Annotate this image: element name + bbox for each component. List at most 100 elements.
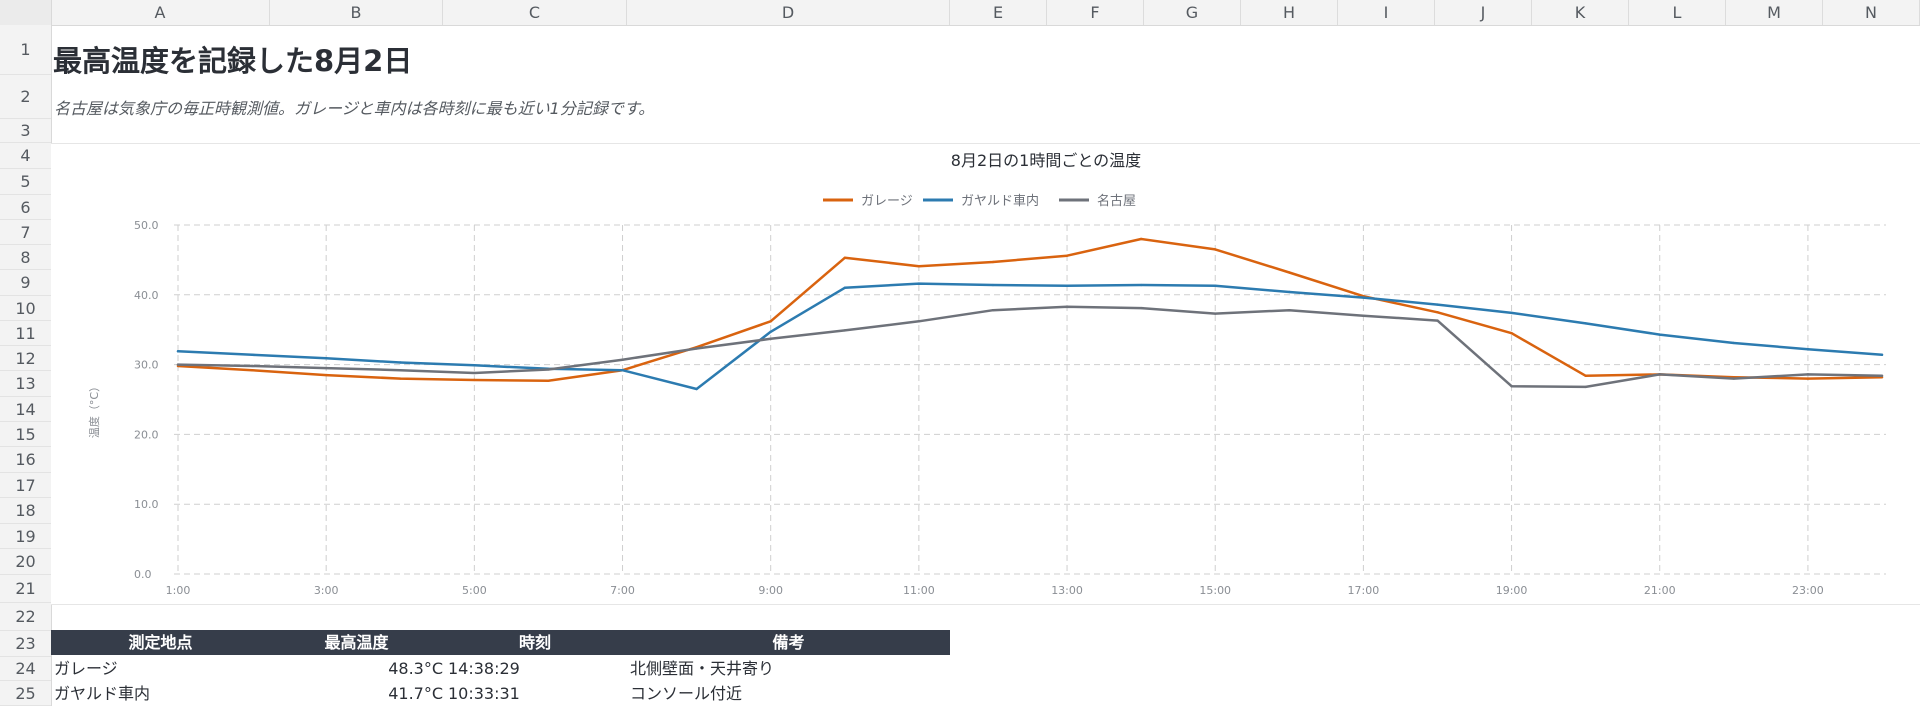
x-tick-label: 1:00 (166, 584, 191, 597)
column-header-bar: A B C D E F G H I J K L M N (0, 0, 1920, 26)
table-header-time[interactable]: 時刻 (518, 633, 551, 652)
y-tick-label: 30.0 (134, 359, 159, 372)
cell-max-temp[interactable]: 48.3°C (388, 659, 443, 678)
data-point (399, 377, 402, 380)
sheet-title[interactable]: 最高温度を記録した8月2日 (53, 44, 413, 78)
data-point (473, 364, 476, 367)
data-point (991, 260, 995, 264)
y-axis-label: 温度（°C） (87, 381, 101, 438)
column-header-f[interactable]: F (1047, 0, 1144, 25)
row-header-13[interactable]: 13 (0, 371, 51, 397)
y-tick-label: 50.0 (134, 219, 159, 232)
cell-max-temp[interactable]: 41.7°C (388, 684, 443, 703)
data-point (843, 256, 846, 260)
data-point (473, 378, 476, 382)
row-header-22[interactable]: 22 (0, 603, 51, 631)
column-header-g[interactable]: G (1144, 0, 1241, 25)
data-point (1214, 312, 1217, 315)
x-tick-label: 21:00 (1644, 584, 1676, 597)
row-header-15[interactable]: 15 (0, 422, 51, 447)
row-header-16[interactable]: 16 (0, 447, 51, 473)
table-header-location[interactable]: 測定地点 (128, 633, 193, 652)
column-header-j[interactable]: J (1435, 0, 1532, 25)
row-header-25[interactable]: 25 (0, 681, 51, 706)
cell-location[interactable]: ガレージ (54, 659, 118, 678)
row-header-7[interactable]: 7 (0, 220, 51, 245)
data-point (769, 330, 772, 333)
cell-time[interactable]: 14:38:29 (448, 659, 520, 678)
row-header-9[interactable]: 9 (0, 270, 51, 296)
row-header-17[interactable]: 17 (0, 473, 51, 498)
column-header-n[interactable]: N (1823, 0, 1920, 25)
data-point (399, 361, 402, 364)
row-header-5[interactable]: 5 (0, 169, 51, 195)
chart-container[interactable]: 8月2日の1時間ごとの温度 ガレージ ガヤルド車内 名古屋 0.0 10.0 20.0 30.… (51, 143, 1920, 605)
row-header-24[interactable]: 24 (0, 657, 51, 681)
row-header-14[interactable]: 14 (0, 397, 51, 422)
data-point (1732, 377, 1736, 380)
column-header-h[interactable]: H (1241, 0, 1338, 25)
column-header-c[interactable]: C (443, 0, 627, 25)
data-point (1362, 314, 1365, 317)
data-point (250, 368, 254, 372)
sheet-subtitle[interactable]: 名古屋は気象庁の毎正時観測値。ガレージと車内は各時刻に最も近い1分記録です。 (54, 99, 655, 118)
column-header-a[interactable]: A (51, 0, 270, 25)
data-point (917, 264, 921, 268)
data-point (1584, 322, 1587, 325)
column-header-e[interactable]: E (950, 0, 1047, 25)
legend-label: 名古屋 (1097, 193, 1136, 209)
chart-title: 8月2日の1時間ごとの温度 (951, 151, 1141, 170)
x-tick-label: 11:00 (903, 584, 935, 597)
x-tick-label: 17:00 (1348, 584, 1380, 597)
row-header-23[interactable]: 23 (0, 631, 51, 657)
data-point (1584, 374, 1587, 377)
row-header-12[interactable]: 12 (0, 346, 51, 371)
cell-note[interactable]: 北側壁面・天井寄り (630, 659, 775, 678)
data-point (1806, 377, 1810, 380)
column-header-l[interactable]: L (1629, 0, 1726, 25)
data-point (1436, 319, 1439, 322)
series-line (176, 305, 1884, 389)
data-point (843, 329, 846, 332)
cell-location[interactable]: ガヤルド車内 (54, 684, 151, 703)
data-point (1510, 331, 1513, 335)
data-point (1510, 385, 1513, 388)
data-point (473, 371, 476, 375)
cell-time[interactable]: 10:33:31 (448, 684, 520, 703)
row-header-11[interactable]: 11 (0, 321, 51, 346)
row-header-2[interactable]: 2 (0, 75, 51, 119)
table-header-note[interactable]: 備考 (772, 633, 805, 652)
data-point (1806, 348, 1810, 351)
data-point (176, 363, 180, 366)
row-header-3[interactable]: 3 (0, 119, 51, 143)
row-header-10[interactable]: 10 (0, 296, 51, 321)
row-header-4[interactable]: 4 (0, 143, 51, 169)
row-header-21[interactable]: 21 (0, 575, 51, 603)
cell-note[interactable]: コンソール付近 (630, 684, 743, 703)
table-header-max-temp[interactable]: 最高温度 (324, 633, 389, 652)
column-header-i[interactable]: I (1338, 0, 1435, 25)
row-header-1[interactable]: 1 (0, 25, 51, 75)
column-header-k[interactable]: K (1532, 0, 1629, 25)
data-point (917, 282, 921, 285)
y-tick-label: 20.0 (134, 428, 159, 441)
data-point (1214, 248, 1217, 251)
x-tick-label: 5:00 (462, 584, 487, 597)
data-point (1214, 284, 1217, 287)
row-header-8[interactable]: 8 (0, 245, 51, 270)
column-header-d[interactable]: D (627, 0, 950, 25)
data-point (1139, 306, 1143, 310)
y-tick-label: 40.0 (134, 289, 159, 302)
column-header-m[interactable]: M (1726, 0, 1823, 25)
data-point (695, 387, 698, 391)
row-header-6[interactable]: 6 (0, 195, 51, 220)
row-header-20[interactable]: 20 (0, 549, 51, 575)
data-point (1806, 373, 1810, 376)
x-tick-label: 19:00 (1496, 584, 1528, 597)
column-header-b[interactable]: B (270, 0, 443, 25)
data-point (695, 347, 698, 350)
row-header-18[interactable]: 18 (0, 498, 51, 524)
select-all-corner[interactable] (0, 0, 52, 26)
row-header-19[interactable]: 19 (0, 524, 51, 549)
